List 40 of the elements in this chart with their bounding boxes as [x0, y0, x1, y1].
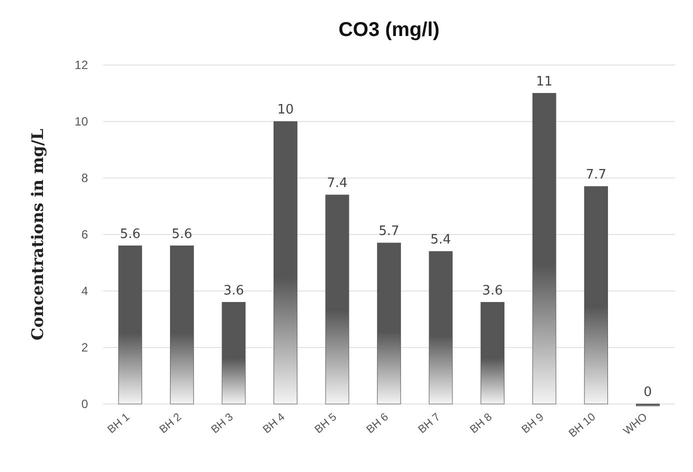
data-label: 0 — [644, 385, 652, 400]
data-label: 7.4 — [326, 176, 348, 191]
bar — [274, 121, 298, 404]
y-tick-label: 12 — [74, 58, 88, 72]
x-tick-label: BH 4 — [260, 411, 288, 436]
bar — [480, 302, 504, 404]
x-tick-label: BH 9 — [520, 411, 546, 436]
y-tick-label: 0 — [81, 397, 88, 411]
y-tick-label: 2 — [81, 340, 88, 354]
data-label: 5.7 — [378, 224, 400, 239]
chart-title: CO3 (mg/l) — [338, 19, 440, 41]
y-tick-label: 8 — [81, 171, 88, 185]
data-label: 5.6 — [172, 226, 192, 242]
data-label: 10 — [277, 102, 294, 118]
data-label: 11 — [536, 74, 553, 90]
bar — [377, 242, 401, 404]
x-tick-label: BH 3 — [209, 411, 236, 436]
y-axis-title: Concentrations in mg/L — [28, 128, 47, 340]
bar — [325, 194, 350, 404]
data-label: 7.7 — [586, 167, 606, 182]
bar — [532, 93, 556, 404]
data-label: 3.6 — [482, 283, 503, 298]
y-tick-label: 4 — [81, 284, 88, 298]
bar — [170, 246, 194, 404]
y-tick-label: 6 — [81, 228, 88, 242]
x-tick-label: BH 6 — [364, 411, 391, 436]
data-label: 5.4 — [430, 232, 452, 248]
x-tick-label: BH 2 — [157, 411, 184, 436]
x-tick-label: BH 5 — [312, 411, 340, 436]
x-tick-label: BH 1 — [106, 411, 132, 436]
bar — [584, 186, 608, 404]
x-tick-label: BH 10 — [566, 411, 598, 440]
x-tick-label: BH 8 — [468, 411, 494, 436]
data-label: 3.6 — [223, 283, 244, 298]
data-label: 5.6 — [120, 226, 141, 242]
bar — [118, 246, 142, 404]
bar — [222, 302, 246, 404]
x-tick-label: BH 7 — [416, 411, 443, 436]
bar — [428, 251, 453, 404]
y-tick-label: 10 — [74, 114, 88, 128]
